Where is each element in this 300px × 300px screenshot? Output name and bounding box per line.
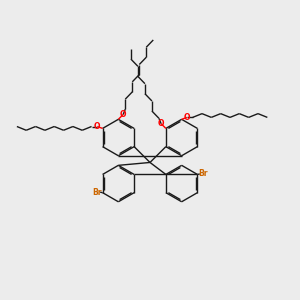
Text: O: O (120, 110, 126, 119)
Text: Br: Br (93, 188, 102, 197)
Text: O: O (94, 122, 101, 131)
Text: O: O (158, 119, 164, 128)
Text: O: O (184, 113, 190, 122)
Text: Br: Br (198, 169, 207, 178)
